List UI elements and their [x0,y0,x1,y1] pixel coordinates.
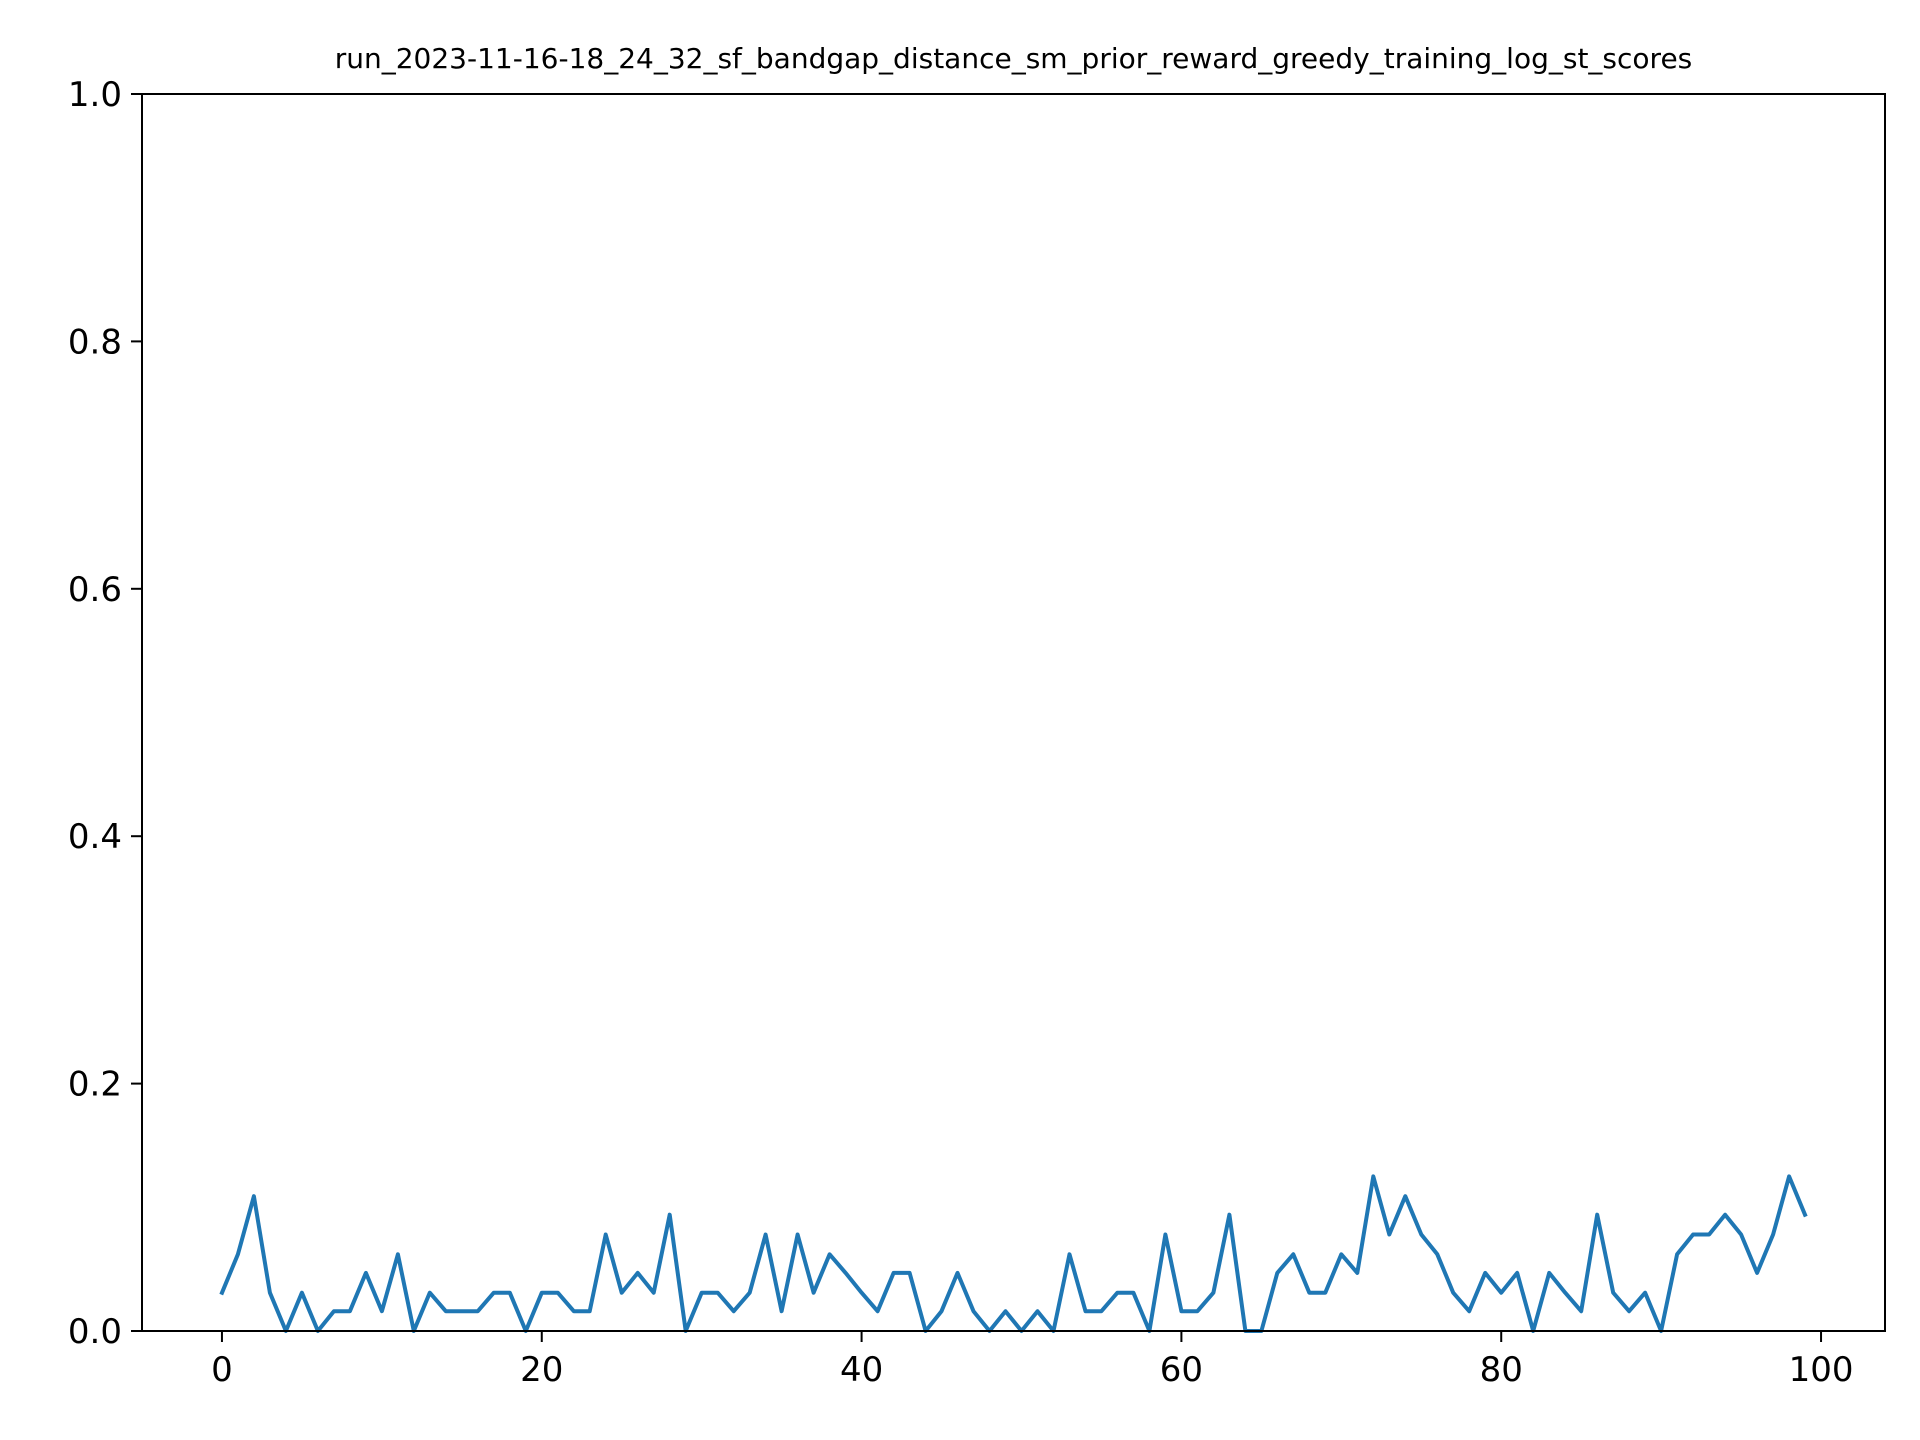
y-tick-label: 0.0 [68,1312,122,1352]
x-tick-label: 0 [211,1350,233,1390]
x-tick-label: 40 [840,1350,883,1390]
x-tick-label: 100 [1789,1350,1854,1390]
axis-ticks: 0.0 0.2 0.4 0.6 0.8 1.0 0 20 40 60 80 100 [68,75,1854,1390]
series-line [219,1174,1808,1333]
y-tick-label: 0.6 [68,570,122,610]
chart-title: run_2023-11-16-18_24_32_sf_bandgap_dista… [335,42,1693,75]
y-tick-label: 0.8 [68,322,122,362]
x-tick-label: 60 [1160,1350,1203,1390]
y-tick-label: 0.2 [68,1065,122,1105]
x-tick-label: 20 [520,1350,563,1390]
y-tick-label: 1.0 [68,75,122,115]
y-tick-label: 0.4 [68,817,122,857]
series-layer [219,1174,1808,1333]
x-tick-label: 80 [1480,1350,1523,1390]
plot-area-frame [141,93,1886,1332]
